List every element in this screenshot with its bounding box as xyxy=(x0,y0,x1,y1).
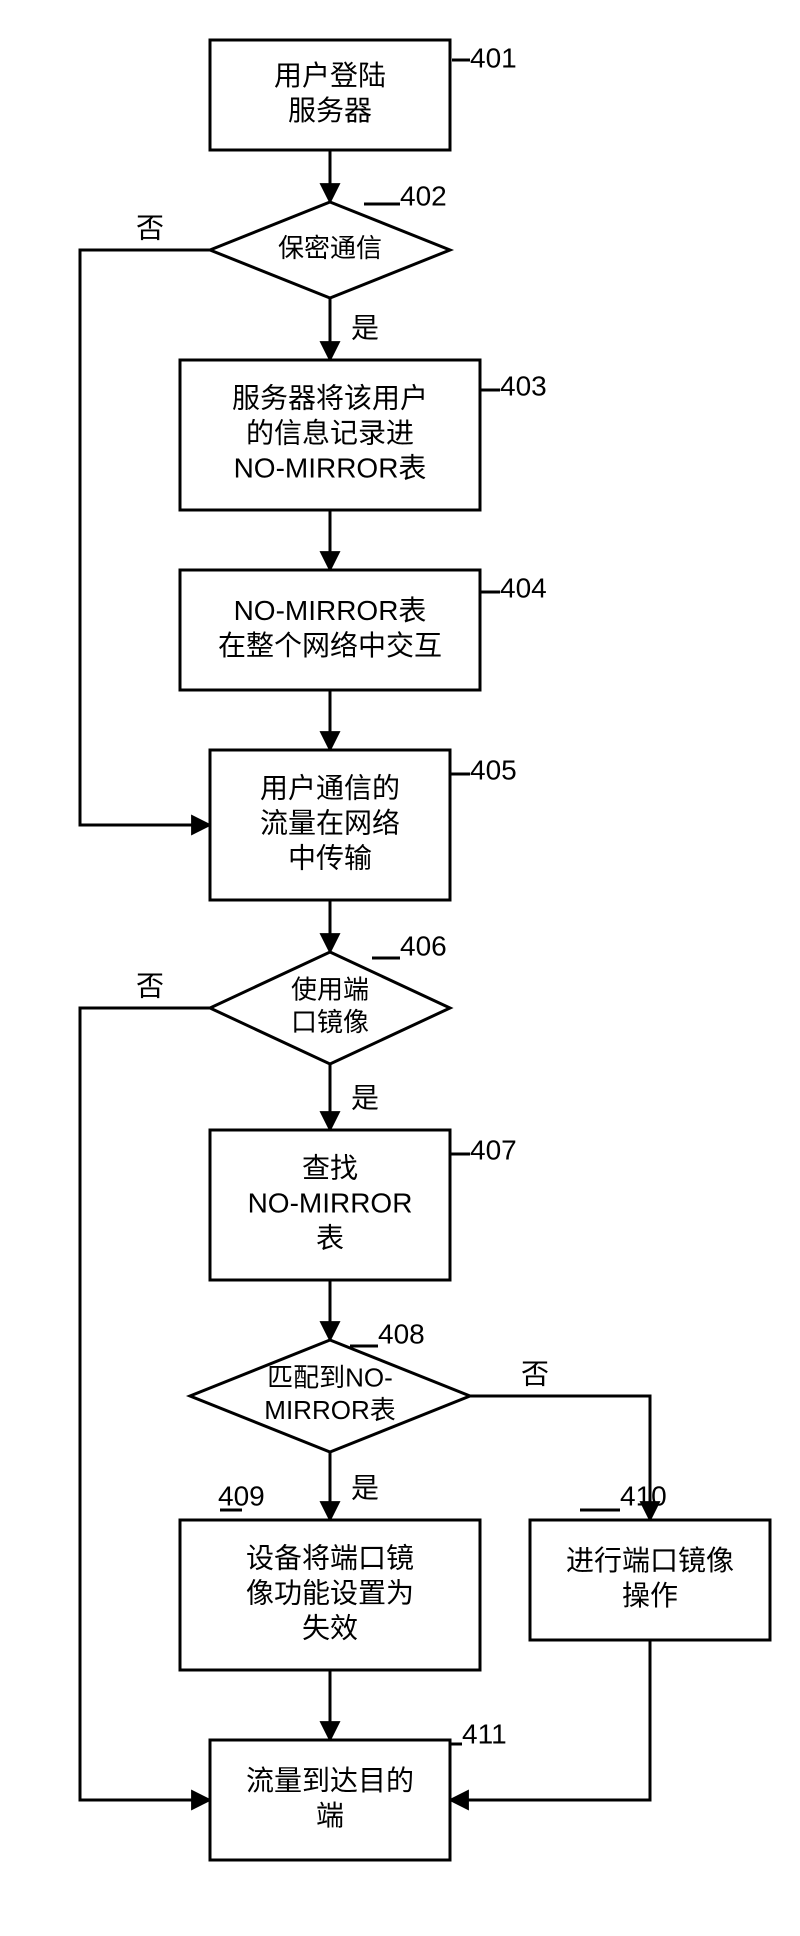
flow-node-text: 中传输 xyxy=(288,842,372,873)
flow-node-text: 口镜像 xyxy=(291,1007,369,1037)
flow-node-text: 在整个网络中交互 xyxy=(218,630,442,661)
flow-node-text: NO-MIRROR xyxy=(248,1187,413,1218)
flow-node-text: 流量到达目的 xyxy=(246,1765,414,1796)
flow-node-text: 服务器 xyxy=(288,95,372,126)
flow-node-text: NO-MIRROR表 xyxy=(234,452,427,483)
flow-node-text: 的信息记录进 xyxy=(246,417,414,448)
flow-node-text: 用户通信的 xyxy=(260,772,400,803)
flow-node-text: 用户登陆 xyxy=(274,60,386,91)
edge-label: 否 xyxy=(136,970,164,1001)
flow-node-text: 操作 xyxy=(622,1580,678,1611)
step-label: 403 xyxy=(500,370,547,401)
flow-node-text: 失效 xyxy=(302,1612,358,1643)
flow-node-text: NO-MIRROR表 xyxy=(234,595,427,626)
flow-node-text: 保密通信 xyxy=(278,233,382,263)
flow-node-text: 进行端口镜像 xyxy=(566,1545,734,1576)
step-label: 401 xyxy=(470,42,517,73)
flow-node-text: 表 xyxy=(316,1222,344,1253)
flow-node-text: 使用端 xyxy=(291,975,369,1005)
step-label: 405 xyxy=(470,754,517,785)
edge-label: 是 xyxy=(351,1472,379,1503)
flow-node-text: 查找 xyxy=(302,1152,358,1183)
flow-node-text: 服务器将该用户 xyxy=(232,382,428,413)
step-label: 409 xyxy=(218,1480,265,1511)
flow-node-text: 像功能设置为 xyxy=(246,1577,414,1608)
step-label: 408 xyxy=(378,1318,425,1349)
edge-label: 是 xyxy=(351,312,379,343)
step-label: 410 xyxy=(620,1480,667,1511)
step-label: 402 xyxy=(400,180,447,211)
flow-node-text: 端 xyxy=(316,1800,344,1831)
flow-node-text: 流量在网络 xyxy=(260,807,400,838)
step-label: 404 xyxy=(500,572,547,603)
step-label: 406 xyxy=(400,930,447,961)
step-label: 407 xyxy=(470,1134,517,1165)
step-label: 411 xyxy=(462,1718,507,1749)
flow-node-text: MIRROR表 xyxy=(264,1395,395,1425)
flow-node-text: 设备将端口镜 xyxy=(246,1542,414,1573)
edge-label: 是 xyxy=(351,1082,379,1113)
edge-label: 否 xyxy=(136,212,164,243)
flow-node-text: 匹配到NO- xyxy=(267,1363,393,1393)
edge-label: 否 xyxy=(521,1358,549,1389)
